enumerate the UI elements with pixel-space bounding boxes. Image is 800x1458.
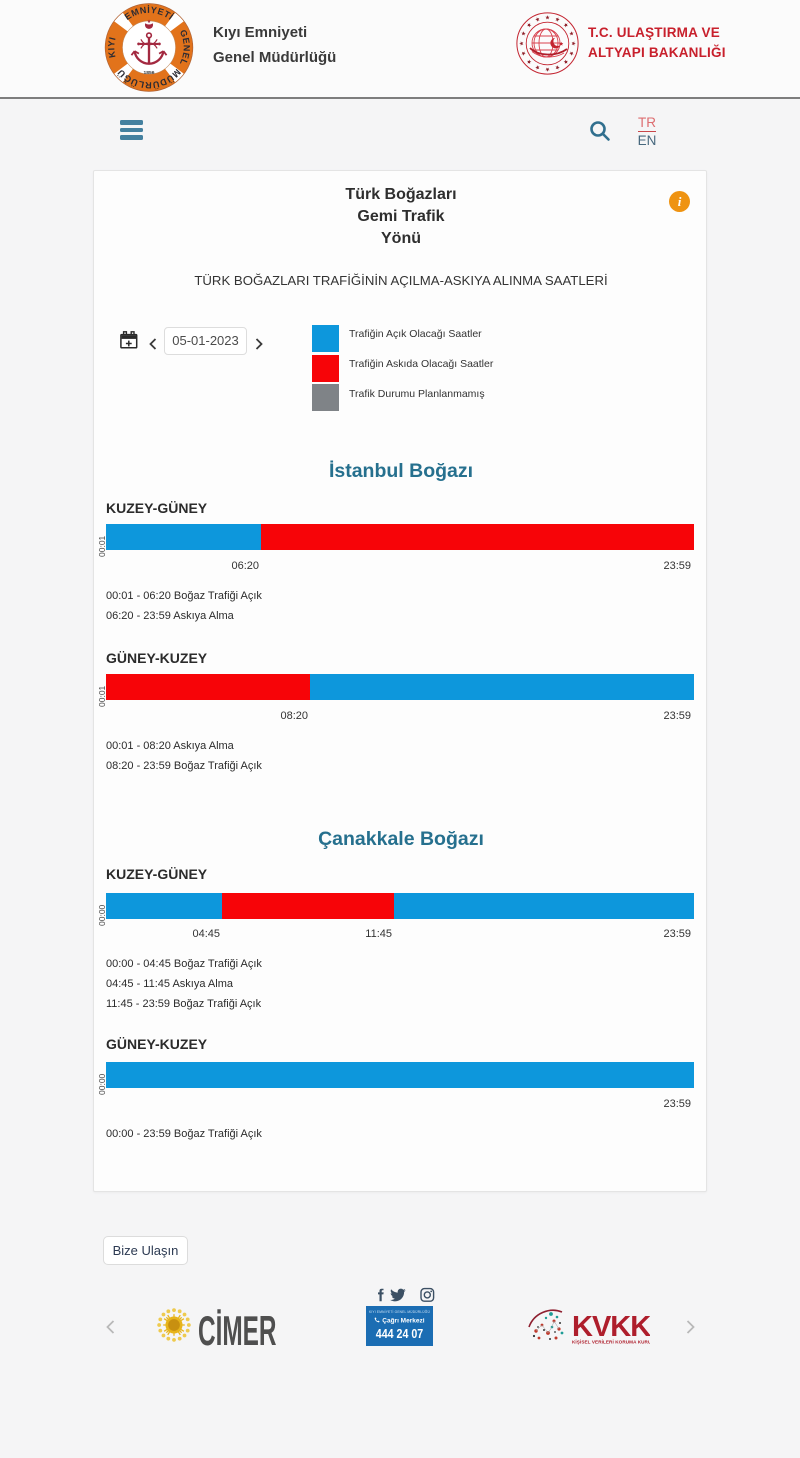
svg-text:KVKK: KVKK [572, 1311, 650, 1343]
svg-text:GENEL: GENEL [178, 28, 192, 67]
svg-text:1856: 1856 [144, 70, 155, 76]
svg-text:KİŞİSEL VERİLERİ KORUMA KURUMU: KİŞİSEL VERİLERİ KORUMA KURUMU [572, 1339, 650, 1345]
